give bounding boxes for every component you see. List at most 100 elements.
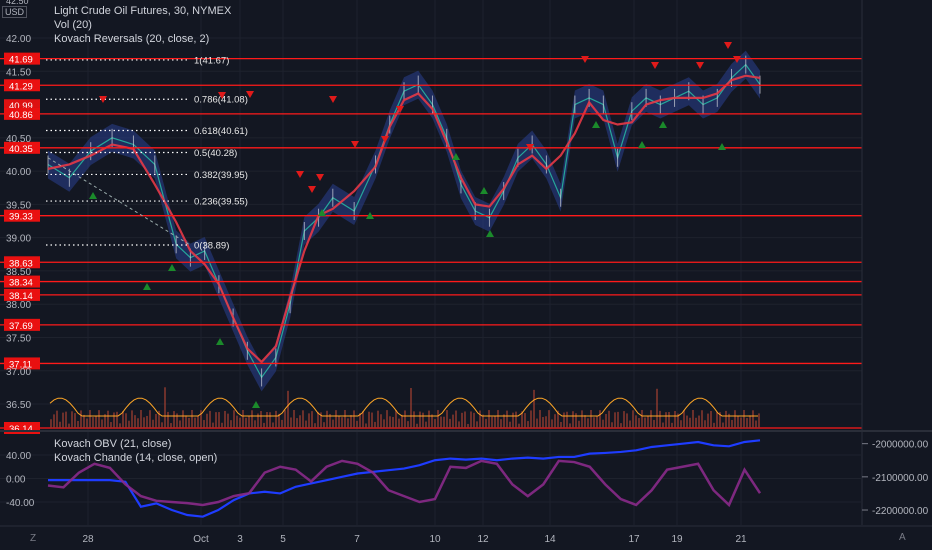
price-axis-tick: 41.50 [6,67,31,78]
up-reversal-marker [318,209,326,216]
volume-bar [260,411,262,428]
volume-bar [110,422,112,428]
volume-bar [68,423,70,428]
chande-axis-tick: 40.00 [6,451,31,462]
volume-bar [575,413,577,428]
volume-bar [644,417,646,428]
indicator-kovach-reversals[interactable]: Kovach Reversals (20, close, 2) [54,33,210,45]
main-legend: Light Crude Oil Futures, 30, NYMEX Vol (… [54,4,231,46]
volume-bar [494,416,496,428]
volume-bar [686,415,688,428]
obv-axis-tick: -2000000.00 [872,440,929,451]
volume-bar [206,413,208,428]
volume-bar [716,412,718,428]
volume-bar [293,410,295,428]
volume-bar [581,410,583,428]
volume-bar [194,417,196,428]
volume-bar [737,415,739,428]
symbol-title[interactable]: Light Crude Oil Futures, 30, NYMEX [54,5,232,17]
volume-bar [449,418,451,428]
level-label-bg [4,209,40,222]
volume-bar [236,415,238,428]
volume-bar [305,420,307,428]
volume-bar [710,410,712,428]
chande-line [47,459,762,508]
volume-bar [512,412,514,428]
price-axis-tick: 38.50 [6,267,31,278]
indicator-kovach-obv[interactable]: Kovach OBV (21, close) [54,438,172,450]
down-reversal-marker [396,106,404,113]
volume-bar [353,410,355,428]
down-reversal-marker [696,62,704,69]
down-reversal-marker [329,96,337,103]
indicator-kovach-chande[interactable]: Kovach Chande (14, close, open) [54,452,218,464]
volume-bar [80,410,82,428]
volume-bar [362,411,364,428]
down-reversal-marker [724,42,732,49]
fib-label: 0.618(40.61) [194,126,248,137]
log-scale-button[interactable]: Z [30,533,37,544]
volume-bar [467,423,469,428]
volume-bar [677,413,679,428]
volume-bar [653,419,655,428]
volume-bar [428,410,430,428]
volume-bar [101,419,103,428]
up-reversal-marker [718,143,726,150]
volume-bar [173,411,175,428]
volume-bar [464,411,466,428]
volume-bar [608,410,610,428]
down-reversal-marker [296,171,304,178]
volume-bar [248,415,250,428]
time-axis-tick: 3 [237,534,243,545]
volume-bar [497,410,499,428]
volume-bar [470,411,472,428]
volume-bar [479,410,481,428]
auto-scale-button[interactable]: A [899,532,906,543]
volume-bar [623,411,625,428]
volume-bar [239,417,241,428]
volume-bar [158,410,160,428]
volume-bar [278,413,280,428]
volume-bar [56,410,58,428]
volume-bar [302,410,304,428]
volume-bar [350,415,352,428]
volume-bar [62,412,64,428]
volume-bar [611,422,613,428]
volume-bar [695,417,697,428]
volume-bar [473,412,475,428]
volatility-band [48,50,760,392]
volume-bar [647,415,649,428]
volume-bar [665,412,667,428]
volume-bar [272,422,274,428]
time-axis-tick: Oct [193,534,209,545]
volume-bar [380,414,382,428]
volume-bar [359,413,361,428]
up-reversal-marker [486,230,494,237]
currency-label: USD [2,6,28,18]
volume-bar [74,413,76,428]
up-reversal-marker [216,338,224,345]
volume-bar [326,410,328,428]
volume-bar [518,423,520,428]
time-axis-tick: 21 [735,534,747,545]
volume-bar [335,410,337,428]
volume-bar [443,416,445,428]
up-reversal-marker [638,141,646,148]
price-axis-tick: 40.00 [6,167,31,178]
fib-label: 0.5(40.28) [194,148,237,159]
time-axis-tick: 19 [671,534,683,545]
time-axis-tick: 14 [544,534,556,545]
down-reversal-marker [581,56,589,63]
indicator-vol[interactable]: Vol (20) [54,19,92,31]
volume-bar [338,416,340,428]
volume-bar [317,411,319,428]
volume-bar [461,412,463,428]
volume-bar [500,419,502,428]
lower-legend: Kovach OBV (21, close) Kovach Chande (14… [54,437,217,465]
volume-bar [113,412,115,428]
price-axis-tick: 37.50 [6,333,31,344]
level-label-bg [4,141,40,154]
volume-bar [209,410,211,428]
volume-bar [254,420,256,428]
